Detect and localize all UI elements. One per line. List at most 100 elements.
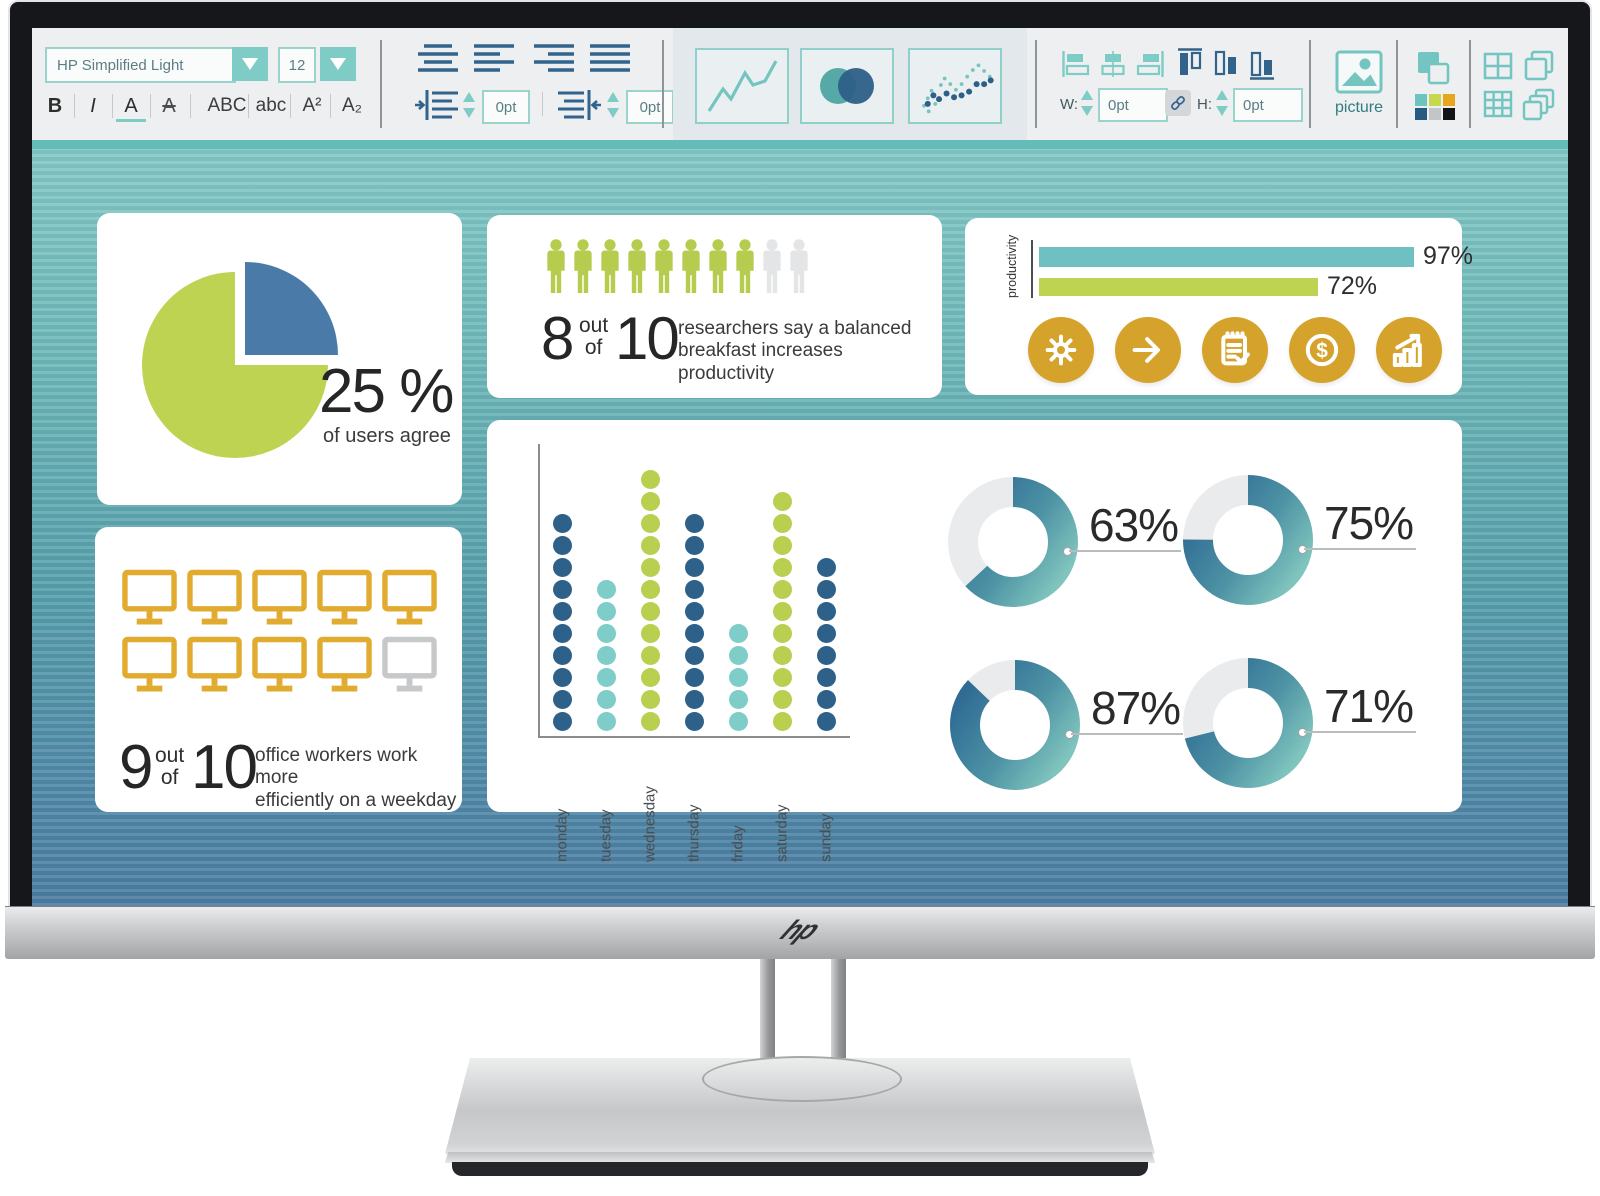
monitors-caption: office workers work more efficiently on … <box>255 745 457 811</box>
monitors-pictograph-card[interactable]: 9 out of 10 office workers work more eff… <box>95 527 462 812</box>
color-swatch[interactable] <box>1443 94 1455 106</box>
indent-left-icon <box>415 90 458 120</box>
stand-base-underside <box>452 1162 1148 1176</box>
indent-right-value-input[interactable]: 0pt <box>626 90 674 124</box>
data-dot <box>552 646 572 665</box>
data-dot <box>596 646 616 665</box>
align-justify-button[interactable] <box>588 43 632 80</box>
dot-column-sunday <box>804 558 848 736</box>
arrow-right-badge <box>1115 317 1181 383</box>
align-right-button[interactable] <box>532 43 576 80</box>
pie-caption: of users agree <box>323 425 451 447</box>
data-dot <box>552 690 572 709</box>
dollar-icon: $ <box>1305 333 1339 367</box>
monitor-icon <box>187 569 242 625</box>
venn-chart-button[interactable] <box>800 48 894 124</box>
color-swatch[interactable] <box>1415 108 1427 120</box>
height-label: H: <box>1197 96 1212 113</box>
align-left-icon <box>474 44 514 72</box>
data-dot <box>684 536 704 555</box>
align-object-left-button[interactable] <box>1062 50 1092 83</box>
bar-97 <box>1039 246 1414 267</box>
subscript-button[interactable]: A₂ <box>341 95 363 116</box>
data-dot <box>552 668 572 687</box>
width-value-input[interactable]: 0pt <box>1098 88 1168 122</box>
insert-picture-button[interactable]: picture <box>1335 50 1383 117</box>
data-dot <box>596 624 616 643</box>
dot-column-tuesday <box>584 580 628 736</box>
gear-badge <box>1028 317 1094 383</box>
chevron-down-icon <box>242 58 258 70</box>
data-dot <box>816 602 836 621</box>
uppercase-button[interactable]: ABC <box>207 95 247 116</box>
align-object-center-button[interactable] <box>1098 50 1128 83</box>
superscript-button[interactable]: A² <box>302 95 322 116</box>
bar-row: 72% <box>1039 272 1377 301</box>
color-swatch[interactable] <box>1429 94 1441 106</box>
shape-fill-button[interactable] <box>1415 50 1451 93</box>
indent-left-value-input[interactable]: 0pt <box>482 90 530 124</box>
up-down-arrows-icon <box>463 92 475 118</box>
indent-right-button[interactable] <box>556 88 602 127</box>
font-size-input[interactable]: 12 <box>278 47 316 83</box>
height-stepper[interactable] <box>1215 88 1229 123</box>
pie-chart-card[interactable]: 25 % of users agree <box>97 213 462 505</box>
grid-3x3-button[interactable] <box>1483 90 1513 123</box>
width-stepper[interactable] <box>1080 88 1094 123</box>
bar-72-label: 72% <box>1327 272 1378 300</box>
productivity-card[interactable]: productivity 97% 72% $ <box>965 218 1473 395</box>
growth-chart-icon <box>1392 333 1422 367</box>
stats-card[interactable]: monday tuesday wednesday thursday friday satu… <box>487 420 1462 862</box>
callout-line <box>1304 731 1416 733</box>
monitors-big-total: 10 <box>191 733 258 802</box>
lock-aspect-ratio-button[interactable] <box>1165 90 1191 116</box>
indent-right-stepper[interactable] <box>606 90 620 125</box>
color-palette[interactable] <box>1415 94 1455 120</box>
indent-left-button[interactable] <box>414 88 460 127</box>
data-dot <box>728 624 748 643</box>
bold-button[interactable]: B <box>47 94 63 117</box>
strikethrough-button[interactable]: A <box>162 94 176 117</box>
person-icon <box>682 239 700 293</box>
bar-row: 97% <box>1039 242 1473 271</box>
bring-forward-button[interactable] <box>1523 50 1555 87</box>
donut-chart <box>1183 658 1313 788</box>
align-object-middle-button[interactable] <box>1213 48 1239 85</box>
indent-left-stepper[interactable] <box>462 90 476 125</box>
stand-base-edge <box>445 1152 1155 1163</box>
align-object-bottom-icon <box>1250 51 1274 80</box>
height-value-input[interactable]: 0pt <box>1233 88 1303 122</box>
font-name-dropdown-button[interactable] <box>232 47 268 81</box>
align-object-right-button[interactable] <box>1134 50 1164 83</box>
lowercase-button[interactable]: abc <box>255 95 287 116</box>
data-dot <box>552 558 572 577</box>
italic-button[interactable]: I <box>90 94 96 117</box>
indent-right-icon <box>558 90 601 120</box>
data-dot <box>640 470 660 489</box>
monitors-pictograph <box>122 569 447 698</box>
color-swatch[interactable] <box>1415 94 1427 106</box>
svg-text:$: $ <box>1316 340 1328 363</box>
align-object-bottom-button[interactable] <box>1249 48 1275 85</box>
color-swatch[interactable] <box>1443 108 1455 120</box>
font-size-dropdown-button[interactable] <box>320 47 356 81</box>
color-swatch[interactable] <box>1429 108 1441 120</box>
data-dot <box>640 492 660 511</box>
align-left-button[interactable] <box>472 43 516 80</box>
data-dot <box>552 536 572 555</box>
pie-chart-svg <box>142 262 338 458</box>
grid-2x2-button[interactable] <box>1483 52 1513 85</box>
align-center-button[interactable] <box>416 43 460 80</box>
callout-line <box>1071 733 1183 735</box>
monitors-out-of: out of <box>155 744 185 790</box>
people-pictograph-card[interactable]: 8 out of 10 researchers say a balanced b… <box>487 215 942 398</box>
font-name-input[interactable]: HP Simplified Light <box>45 47 236 83</box>
align-object-top-button[interactable] <box>1177 48 1203 85</box>
underline-button[interactable]: A <box>116 93 146 122</box>
dot-column-friday <box>716 624 760 736</box>
line-chart-button[interactable] <box>695 48 789 124</box>
scatter-chart-button[interactable] <box>908 48 1002 124</box>
align-justify-icon <box>590 44 630 72</box>
data-dot <box>772 558 792 577</box>
send-backward-button[interactable] <box>1522 88 1556 127</box>
